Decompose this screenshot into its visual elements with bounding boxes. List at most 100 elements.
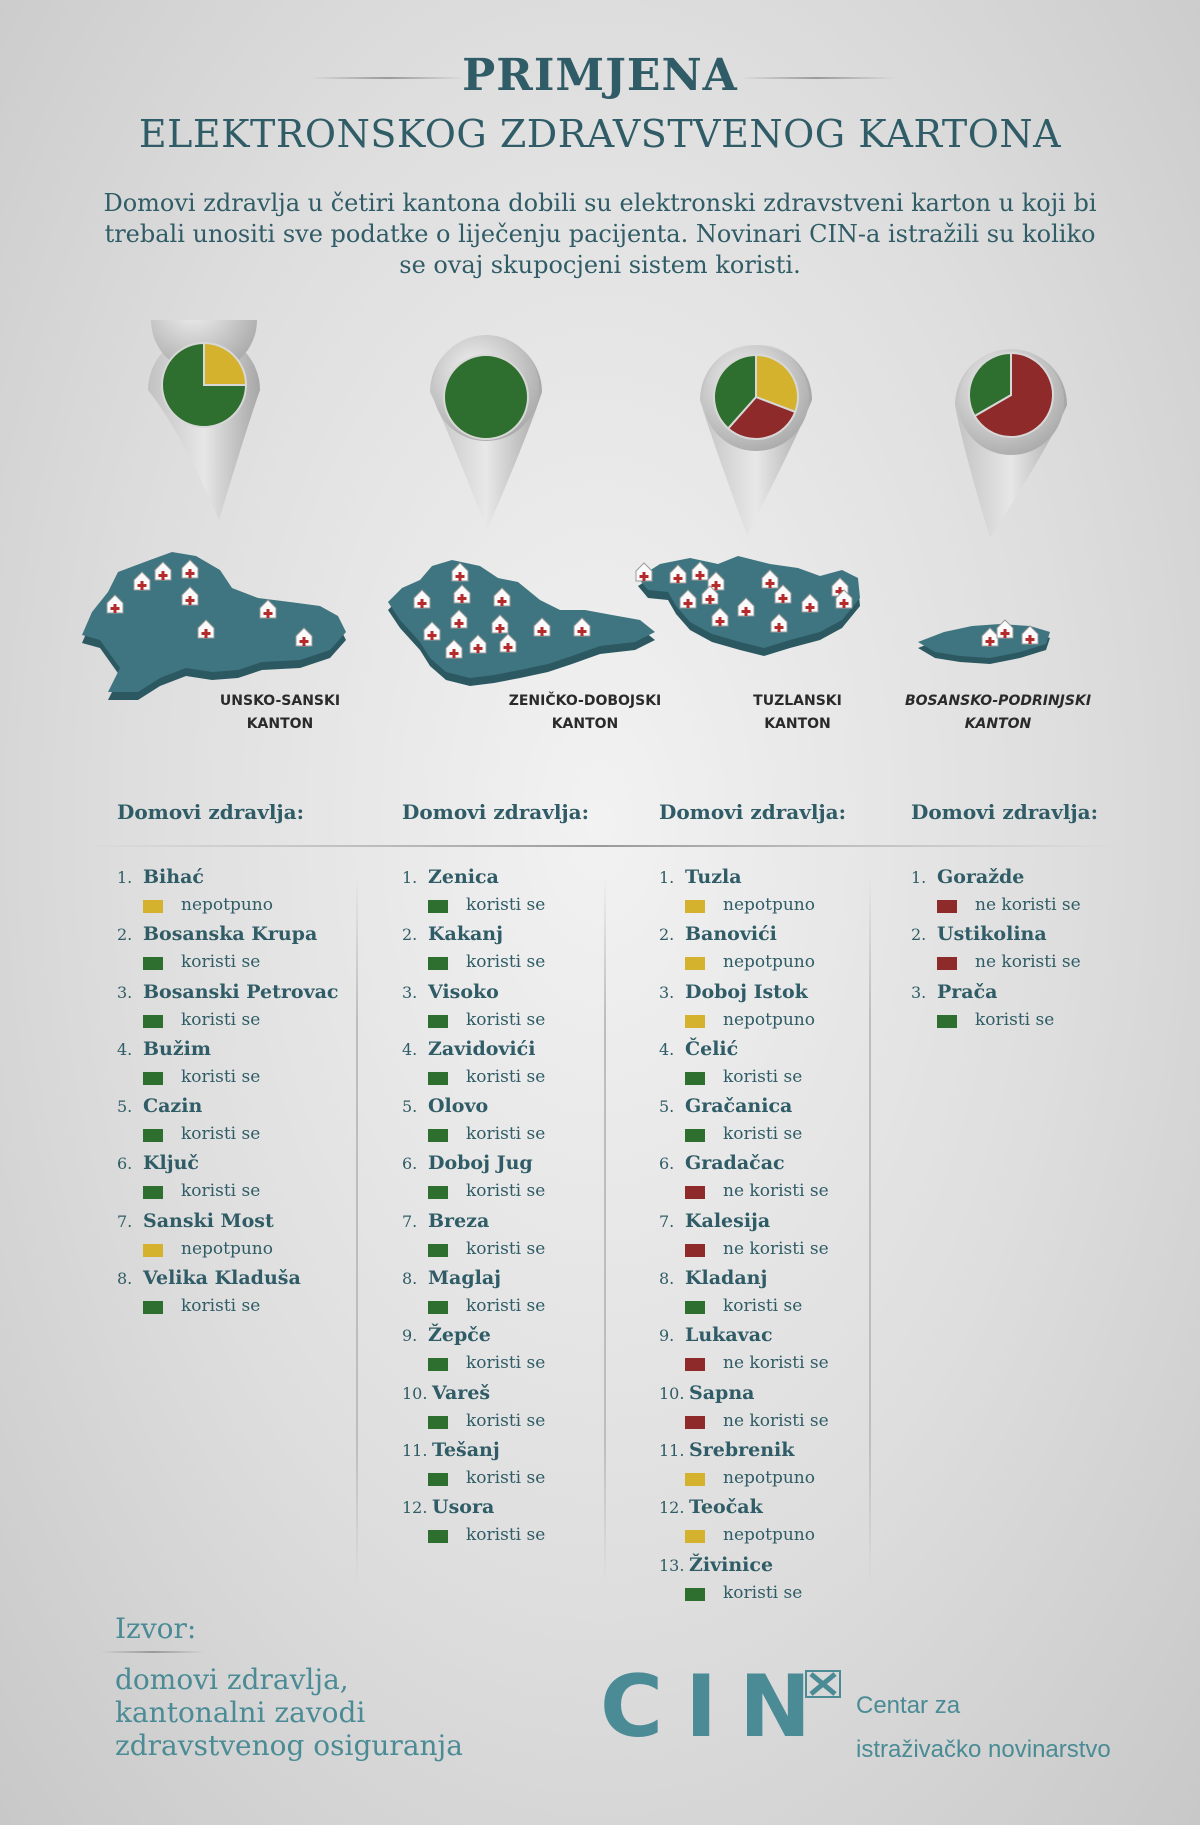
source-rule — [100, 1651, 205, 1653]
list-item: 5. Cazin koristi se — [117, 1095, 347, 1154]
item-number: 12. — [659, 1498, 685, 1518]
status-swatch-icon — [428, 1530, 448, 1544]
item-number: 2. — [659, 925, 675, 945]
health-center-name: Čelić — [685, 1037, 739, 1060]
list-item: 3. Doboj Istok nepotpuno — [659, 980, 864, 1040]
pie-slice — [161, 341, 248, 428]
health-center-house-icon — [691, 561, 709, 581]
column-heading: Domovi zdravlja: — [659, 800, 847, 824]
list-item: 7. Kalesija ne koristi se — [659, 1210, 864, 1269]
health-center-house-icon — [469, 634, 487, 654]
health-center-name: Vareš — [432, 1381, 491, 1404]
health-center-name: Srebrenik — [689, 1438, 795, 1461]
list-item: 6. Doboj Jug koristi se — [402, 1152, 602, 1211]
item-number: 9. — [402, 1326, 418, 1346]
list-item: 7. Sanski Most nepotpuno — [117, 1210, 347, 1269]
status-text: koristi se — [975, 1009, 1055, 1030]
pie-slice — [973, 351, 1054, 438]
health-center-name: Zavidovići — [428, 1037, 536, 1060]
list-item: 9. Lukavac ne koristi se — [659, 1324, 864, 1383]
pie-slice — [203, 341, 248, 386]
status-text: koristi se — [466, 1410, 546, 1431]
status-swatch-icon — [685, 1472, 705, 1486]
pie-slice — [443, 354, 529, 440]
list-item: 1. Bihać nepotpuno — [117, 866, 347, 925]
item-number: 4. — [402, 1039, 418, 1059]
item-number: 8. — [659, 1269, 675, 1289]
status-swatch-icon — [685, 1243, 705, 1257]
item-number: 5. — [402, 1097, 418, 1117]
list-tuzlanski: 1. Tuzla nepotpuno 2. Banovići nepotpuno 3. Dob… — [659, 866, 864, 1613]
item-number: 9. — [659, 1326, 675, 1346]
item-number: 3. — [911, 982, 927, 1002]
canton-label-line1: TUZLANSKI — [753, 693, 842, 709]
status-swatch-icon — [685, 1530, 705, 1544]
status-swatch-icon — [143, 1301, 163, 1315]
status-text: nepotpuno — [723, 1525, 815, 1546]
health-center-name: Bužim — [143, 1037, 211, 1060]
status-text: koristi se — [181, 952, 261, 973]
item-number: 2. — [911, 925, 927, 945]
status-text: koristi se — [466, 1238, 546, 1259]
pie-bosansko-podrinjski — [968, 351, 1054, 438]
source-line: kantonalni zavodi — [115, 1696, 366, 1729]
health-center-house-icon — [106, 594, 124, 614]
cin-logo-mark-icon — [805, 1670, 841, 1698]
health-center-house-icon — [1021, 625, 1039, 645]
list-item: 8. Maglaj koristi se — [402, 1267, 602, 1326]
canton-label-line1: UNSKO-SANSKI — [219, 693, 341, 709]
status-swatch-icon — [143, 1186, 163, 1200]
list-item: 1. Zenica koristi se — [402, 866, 602, 925]
list-item: 4. Bužim koristi se — [117, 1037, 347, 1097]
health-center-house-icon — [801, 593, 819, 613]
health-center-house-icon — [635, 562, 653, 582]
health-center-name: Živinice — [689, 1553, 774, 1576]
pie-zenicko-dobojski — [443, 354, 529, 440]
list-zenicko-dobojski: 1. Zenica koristi se 2. Kakanj koristi se 3. Vi… — [402, 866, 602, 1556]
status-text: koristi se — [723, 1066, 803, 1087]
canton-label-tuzlanski: TUZLANSKI KANTON — [730, 690, 865, 736]
list-item: 2. Kakanj koristi se — [402, 923, 602, 982]
health-center-markers — [106, 559, 1039, 659]
health-center-name: Cazin — [143, 1095, 203, 1118]
health-center-house-icon — [181, 559, 199, 579]
health-center-house-icon — [445, 639, 463, 659]
cin-logo: CIN — [600, 1657, 834, 1757]
cin-tagline-1: Centar za — [856, 1692, 961, 1719]
health-center-name: Ključ — [143, 1152, 199, 1175]
item-number: 3. — [402, 982, 418, 1002]
item-number: 7. — [659, 1211, 675, 1231]
pin-bosansko-podrinjski — [955, 349, 1067, 538]
pie-unsko-sanski — [161, 341, 248, 428]
status-swatch-icon — [428, 1014, 448, 1028]
map-unsko-sanski — [82, 552, 346, 700]
item-number: 8. — [402, 1269, 418, 1289]
item-number: 4. — [659, 1039, 675, 1059]
status-text: nepotpuno — [181, 1238, 273, 1259]
list-item: 2. Bosanska Krupa koristi se — [117, 923, 347, 982]
list-item: 4. Zavidovići koristi se — [402, 1037, 602, 1097]
item-number: 2. — [402, 925, 418, 945]
status-swatch-icon — [685, 1415, 705, 1429]
health-center-name: Teočak — [689, 1496, 763, 1519]
column-divider — [356, 875, 358, 1585]
status-swatch-icon — [685, 1186, 705, 1200]
health-center-house-icon — [770, 613, 788, 633]
pie-tuzlanski — [713, 353, 799, 440]
health-center-house-icon — [533, 617, 551, 637]
health-center-name: Zenica — [428, 866, 499, 888]
list-item: 3. Bosanski Petrovac koristi se — [117, 981, 347, 1040]
health-center-house-icon — [774, 584, 792, 604]
column-heading: Domovi zdravlja: — [911, 800, 1099, 824]
status-swatch-icon — [685, 1014, 705, 1028]
list-item: 1. Tuzla nepotpuno — [659, 866, 864, 925]
health-center-name: Usora — [432, 1496, 495, 1519]
item-number: 13. — [659, 1555, 685, 1575]
status-text: koristi se — [466, 1066, 546, 1087]
list-item: 6. Ključ koristi se — [117, 1152, 347, 1211]
health-center-name: Doboj Istok — [685, 980, 808, 1003]
status-swatch-icon — [143, 1129, 163, 1143]
list-item: 3. Visoko koristi se — [402, 981, 602, 1040]
list-item: 8. Velika Kladuša koristi se — [117, 1267, 347, 1326]
health-center-name: Sapna — [689, 1381, 755, 1404]
